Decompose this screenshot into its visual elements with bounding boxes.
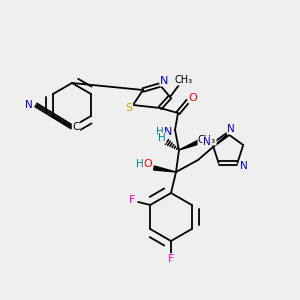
Text: O: O [189,93,197,103]
Text: C: C [72,122,80,132]
Text: N: N [164,127,172,137]
Polygon shape [179,140,200,150]
Polygon shape [154,166,176,172]
Text: N: N [227,124,235,134]
Text: H: H [158,133,166,143]
Text: N: N [25,100,33,110]
Text: S: S [125,103,133,113]
Text: CH₃: CH₃ [198,135,216,145]
Text: N: N [203,137,211,147]
Text: F: F [168,254,174,264]
Text: F: F [129,195,135,205]
Text: O: O [144,159,152,169]
Text: N: N [160,76,168,86]
Text: H: H [156,127,164,137]
Text: N: N [239,161,247,171]
Text: CH₃: CH₃ [175,75,193,85]
Text: H: H [136,159,144,169]
